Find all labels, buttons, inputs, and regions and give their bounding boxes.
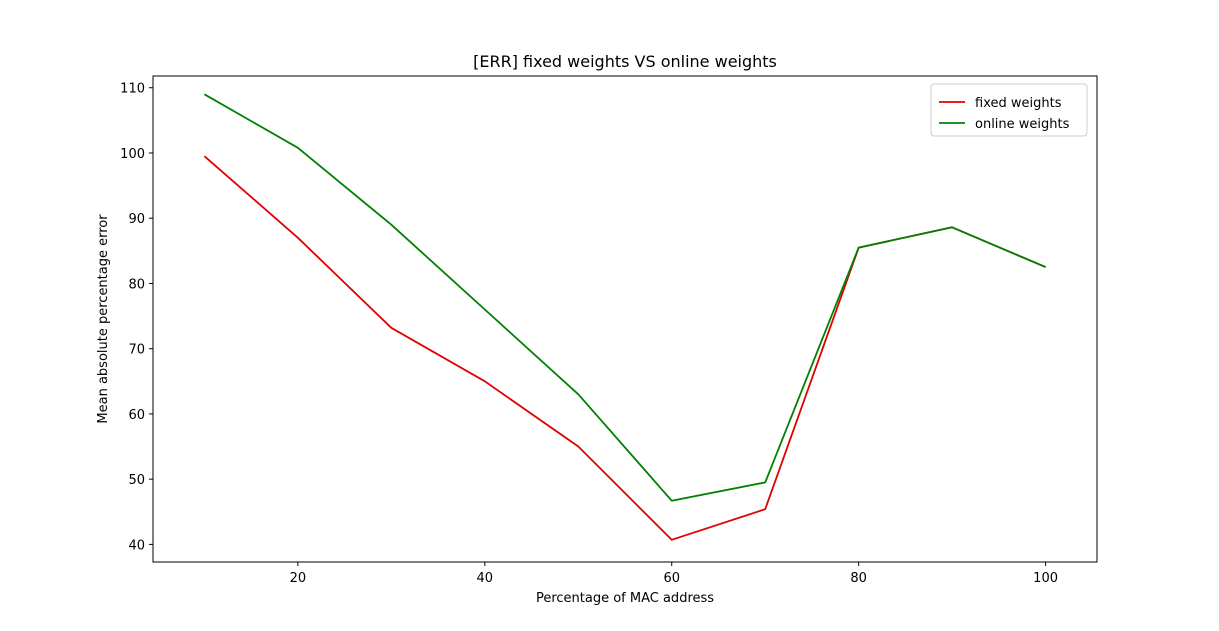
y-tick-label: 50 <box>128 473 145 488</box>
y-axis: 40 50 60 70 80 90 100 110 <box>120 82 153 553</box>
x-axis-label: Percentage of MAC address <box>536 591 714 606</box>
y-tick-label: 70 <box>128 343 145 358</box>
x-tick-label: 80 <box>850 571 867 586</box>
x-tick-label: 20 <box>290 571 307 586</box>
axes-frame <box>152 75 1098 563</box>
y-axis-label: Mean absolute percentage error <box>96 214 111 424</box>
x-tick-label: 100 <box>1033 571 1058 586</box>
y-tick-label: 40 <box>128 538 145 553</box>
legend-box <box>930 83 1088 137</box>
y-tick-label: 110 <box>120 82 145 97</box>
x-axis: 20 40 60 80 100 <box>290 562 1058 586</box>
x-tick-label: 40 <box>477 571 494 586</box>
plot-area <box>203 93 1046 541</box>
x-tick-label: 60 <box>663 571 680 586</box>
y-tick-label: 90 <box>128 212 145 227</box>
y-tick-label: 80 <box>128 277 145 292</box>
legend-label-0: fixed weights <box>975 96 1062 111</box>
y-tick-label: 100 <box>120 147 145 162</box>
chart-title: [ERR] fixed weights VS online weights <box>473 52 777 71</box>
series-line-1 <box>203 93 1046 502</box>
legend: fixed weights online weights <box>930 83 1088 137</box>
legend-label-1: online weights <box>975 117 1070 132</box>
y-tick-label: 60 <box>128 408 145 423</box>
